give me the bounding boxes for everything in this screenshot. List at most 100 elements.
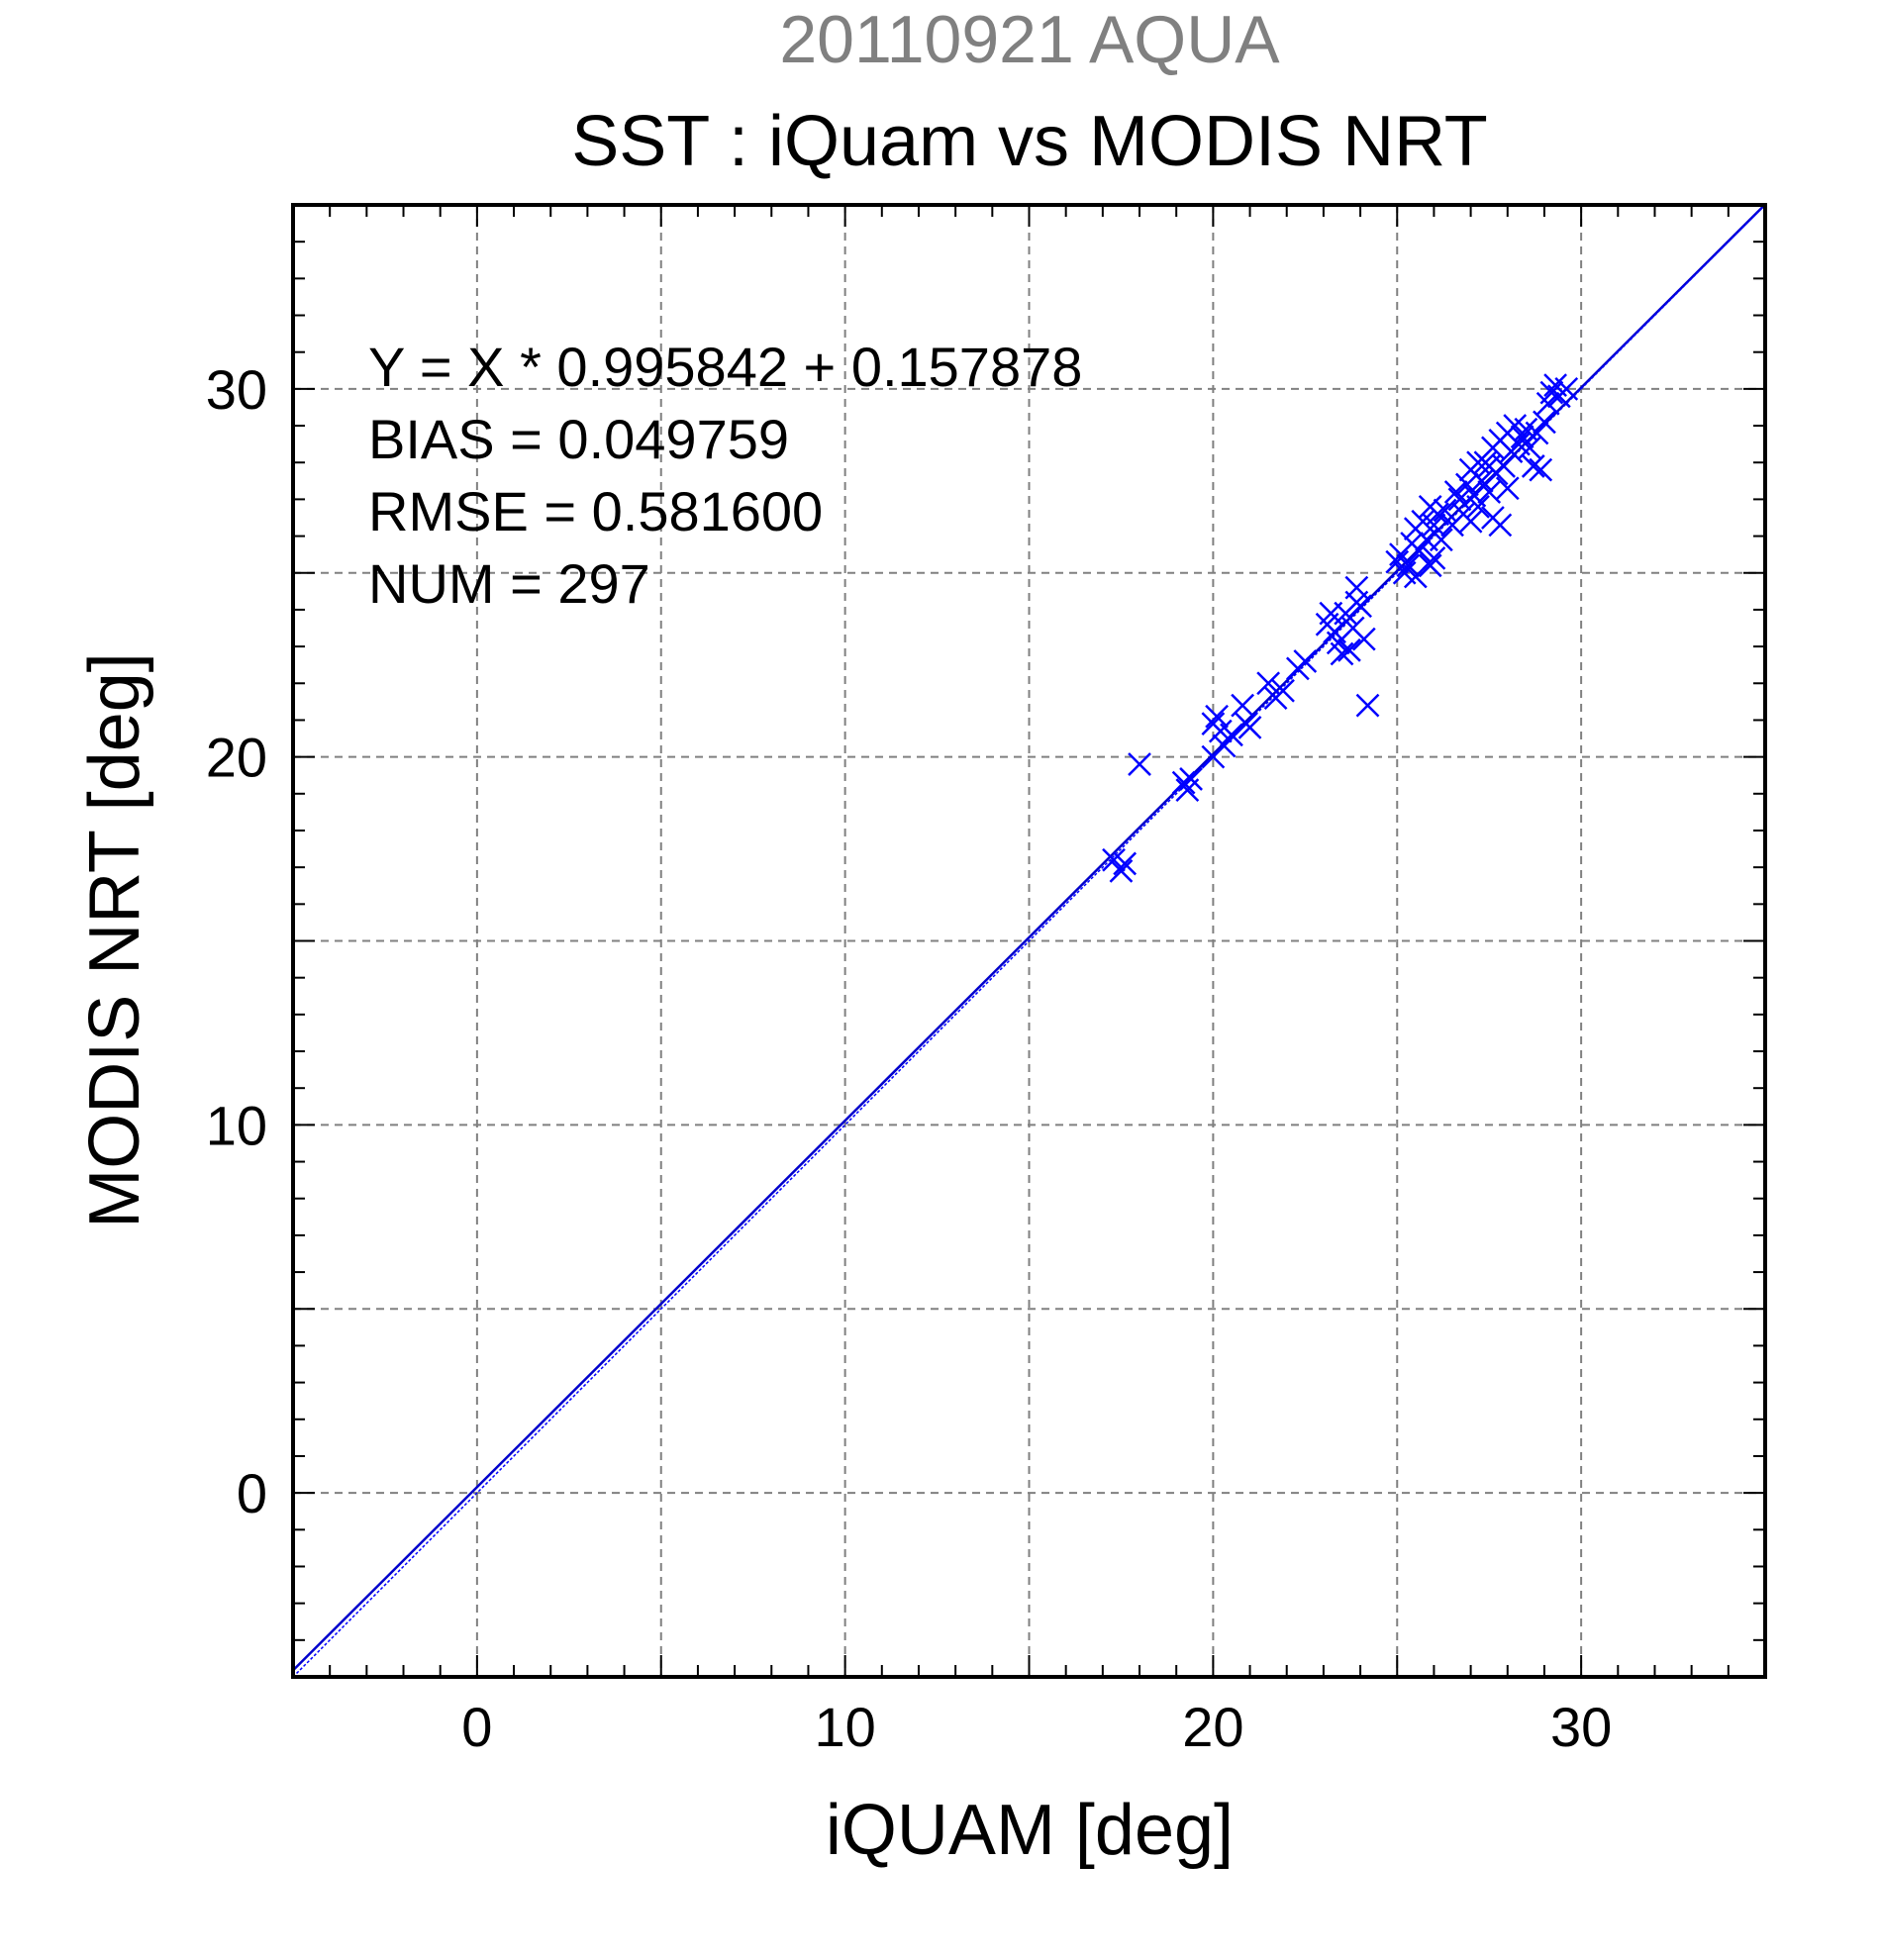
data-point-stroke: [1469, 468, 1494, 493]
data-point-stroke: [1543, 373, 1567, 398]
y-tick-label: 30: [206, 358, 267, 421]
data-point: [1539, 380, 1564, 405]
data-point-stroke: [1426, 502, 1450, 527]
data-point: [1554, 376, 1579, 401]
data-point-stroke: [1521, 454, 1545, 478]
stats-bias: BIAS = 0.049759: [368, 408, 789, 470]
data-point: [1469, 468, 1494, 493]
data-point-stroke: [1429, 528, 1453, 552]
data-point-stroke: [1507, 432, 1531, 456]
data-point-stroke: [1503, 414, 1528, 438]
data-point-stroke: [1109, 858, 1134, 883]
data-point-stroke: [1256, 671, 1281, 696]
y-tick-label: 0: [237, 1462, 267, 1524]
data-point: [1113, 851, 1138, 876]
data-point: [1205, 704, 1229, 729]
chart-supertitle: 20110921 AQUA: [779, 2, 1280, 77]
x-tick-labels: 0 10 20 30: [461, 1696, 1612, 1758]
data-point-stroke: [1271, 678, 1295, 703]
data-point: [1458, 509, 1483, 534]
data-point: [1466, 450, 1490, 475]
data-point: [1518, 436, 1541, 460]
data-point-stroke: [1351, 627, 1376, 651]
data-point: [1510, 425, 1534, 449]
data-point-stroke: [1411, 509, 1436, 534]
data-point: [1426, 502, 1450, 527]
data-point-stroke: [1447, 487, 1472, 512]
y-tick-labels: 0 10 20 30: [206, 358, 267, 1524]
data-point: [1293, 649, 1318, 673]
data-point: [1171, 770, 1196, 795]
data-point: [1271, 678, 1295, 703]
data-point-stroke: [1533, 410, 1556, 435]
data-point: [1443, 480, 1468, 504]
data-point: [1454, 472, 1479, 497]
data-point-stroke: [1510, 425, 1534, 449]
data-point: [1337, 637, 1361, 662]
data-point-stroke: [1454, 472, 1479, 497]
data-point: [1447, 487, 1472, 512]
data-point-stroke: [1179, 767, 1203, 791]
fit-line-group: [292, 204, 1766, 1678]
data-point-stroke: [1554, 376, 1579, 401]
data-point: [1396, 553, 1421, 578]
data-point: [1433, 498, 1457, 523]
data-point-stroke: [1418, 553, 1442, 578]
data-point-stroke: [1344, 575, 1369, 600]
stats-rmse: RMSE = 0.581600: [368, 480, 823, 542]
data-point-stroke: [1396, 553, 1421, 578]
data-point-stroke: [1403, 564, 1428, 589]
data-point-stroke: [1477, 454, 1502, 478]
data-point-stroke: [1330, 641, 1354, 666]
data-point-stroke: [1539, 380, 1564, 405]
data-point: [1525, 421, 1549, 445]
data-point-stroke: [1355, 693, 1380, 718]
data-point: [1212, 734, 1237, 758]
y-tick-label: 10: [206, 1094, 267, 1156]
data-point-stroke: [1462, 483, 1487, 508]
data-point: [1220, 723, 1243, 747]
stats-equation: Y = X * 0.995842 + 0.157878: [368, 336, 1082, 398]
data-point-stroke: [1102, 847, 1126, 872]
data-point-stroke: [1231, 693, 1254, 718]
data-point: [1355, 693, 1380, 718]
chart-title: SST : iQuam vs MODIS NRT: [571, 102, 1488, 181]
data-point: [1477, 480, 1502, 504]
stats-num: NUM = 297: [368, 552, 650, 615]
data-point-stroke: [1238, 716, 1262, 739]
data-point-stroke: [1340, 616, 1365, 640]
data-point: [1429, 528, 1453, 552]
data-point-stroke: [1514, 417, 1538, 441]
data-point: [1422, 545, 1446, 570]
x-tick-label: 30: [1550, 1696, 1612, 1758]
data-point-stroke: [1407, 539, 1432, 563]
data-point-stroke: [1458, 509, 1483, 534]
data-point-stroke: [1518, 436, 1541, 460]
data-point: [1348, 594, 1372, 619]
data-point-stroke: [1525, 421, 1549, 445]
data-point: [1407, 539, 1432, 563]
data-point: [1521, 454, 1545, 478]
data-point-stroke: [1422, 545, 1446, 570]
data-point-stroke: [1212, 734, 1237, 758]
data-point-stroke: [1220, 723, 1243, 747]
data-point: [1418, 553, 1442, 578]
data-point-stroke: [1208, 719, 1233, 743]
data-point-stroke: [1348, 594, 1372, 619]
data-point: [1392, 560, 1417, 585]
data-point-stroke: [1205, 704, 1229, 729]
data-point-stroke: [1529, 457, 1553, 482]
data-point-stroke: [1171, 770, 1196, 795]
data-point: [1231, 693, 1254, 718]
data-point: [1330, 641, 1354, 666]
data-point-stroke: [1337, 637, 1361, 662]
data-point: [1466, 494, 1490, 519]
data-point-stroke: [1466, 450, 1490, 475]
data-point: [1533, 410, 1556, 435]
data-points: [1102, 373, 1579, 883]
data-point: [1344, 575, 1369, 600]
data-point-stroke: [1392, 560, 1417, 585]
data-point: [1179, 767, 1203, 791]
